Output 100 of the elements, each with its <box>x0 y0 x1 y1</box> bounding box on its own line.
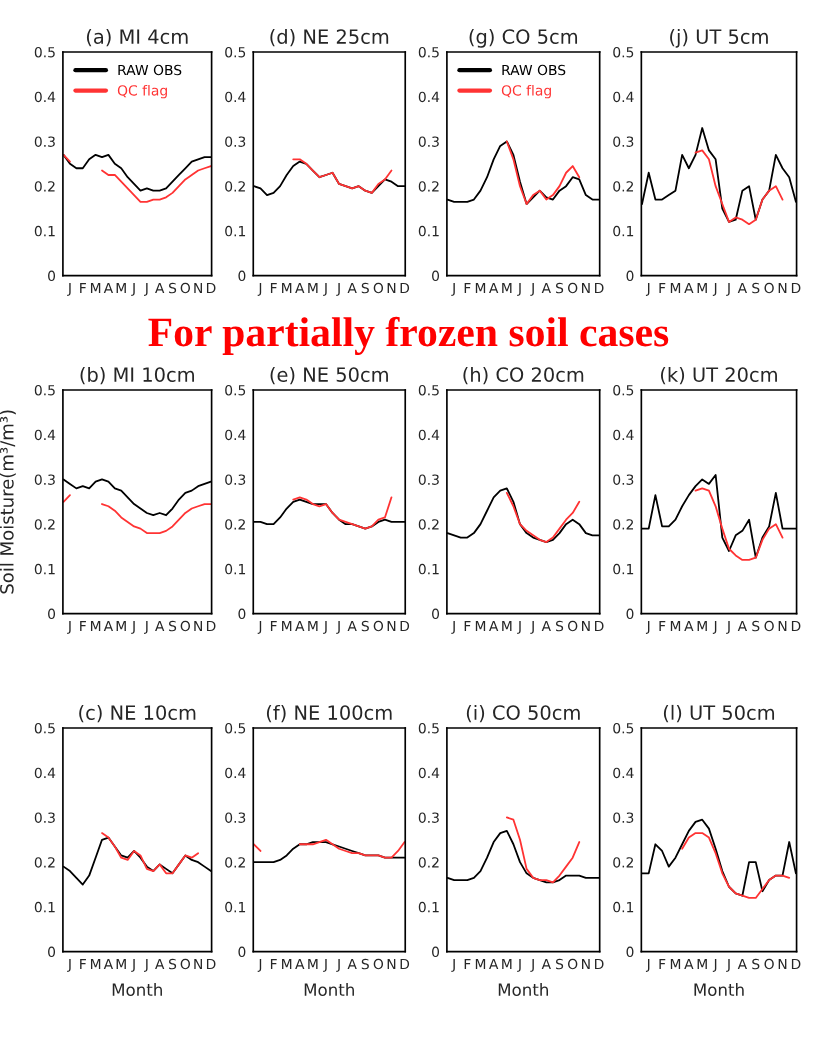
x-tick-label: A <box>489 620 499 632</box>
x-tick-label: J <box>726 282 730 296</box>
x-tick-label: N <box>387 620 396 632</box>
x-axis-title: Month <box>694 983 744 996</box>
y-tick-label: 0.2 <box>613 857 634 868</box>
y-tick-label: 0.2 <box>225 519 245 530</box>
x-tick-label: F <box>80 958 86 970</box>
x-tick-label: A <box>155 958 165 970</box>
x-tick-label: N <box>194 620 202 632</box>
x-tick-label: M <box>475 958 486 970</box>
x-tick-label: M <box>502 620 512 632</box>
y-tick-label: 0.4 <box>34 91 56 103</box>
y-tick-label: 0.1 <box>225 225 246 237</box>
x-tick-label: M <box>475 282 486 294</box>
chart-title: (f) NE 100cm <box>266 704 392 723</box>
x-tick-label: J <box>336 620 340 634</box>
y-tick-label: 0.2 <box>418 857 439 868</box>
x-tick-label: S <box>361 620 369 632</box>
x-tick-label: M <box>90 620 101 632</box>
x-tick-label: J <box>726 620 730 634</box>
chart-title: (e) NE 50cm <box>270 366 388 385</box>
y-tick-label: 0.5 <box>225 722 246 734</box>
x-tick-label: A <box>737 282 748 294</box>
x-tick-label: J <box>257 958 262 972</box>
x-tick-label: M <box>282 958 292 970</box>
y-tick-label: 0 <box>48 270 56 282</box>
x-tick-label: F <box>464 282 471 294</box>
x-tick-label: S <box>169 620 177 632</box>
line-series <box>101 832 200 875</box>
x-tick-label: M <box>282 282 292 294</box>
x-tick-label: D <box>400 958 410 970</box>
x-tick-label: A <box>737 620 748 632</box>
x-tick-label: J <box>451 620 455 634</box>
y-tick-label: 0.3 <box>34 136 55 147</box>
x-tick-label: M <box>90 282 101 294</box>
chart-title: (g) CO 5cm <box>469 28 578 48</box>
x-tick-label: N <box>194 958 202 970</box>
y-tick-label: 0.1 <box>418 225 439 237</box>
y-tick-label: 0.5 <box>34 384 55 396</box>
x-tick-label: O <box>373 620 384 632</box>
text: For partially frozen soil cases <box>148 316 669 356</box>
x-tick-label: M <box>697 958 707 970</box>
x-tick-label: D <box>791 620 801 632</box>
x-tick-label: S <box>556 620 564 632</box>
y-tick-label: 0.1 <box>418 901 439 913</box>
y-tick-label: 0.3 <box>418 474 439 485</box>
x-tick-label: M <box>308 958 318 970</box>
x-tick-label: J <box>712 282 717 296</box>
y-tick-label: 0 <box>432 608 440 620</box>
x-tick-label: J <box>323 282 327 296</box>
y-tick-label: 0.4 <box>34 767 56 779</box>
x-tick-label: A <box>489 958 499 970</box>
y-tick-label: 0.2 <box>613 519 634 530</box>
x-tick-label: J <box>144 620 148 634</box>
x-tick-label: M <box>475 620 486 632</box>
x-tick-label: A <box>541 282 551 294</box>
x-tick-label: S <box>752 620 760 632</box>
x-tick-label: F <box>80 620 86 632</box>
x-tick-label: J <box>645 958 650 972</box>
x-tick-label: M <box>502 958 512 970</box>
x-tick-label: D <box>595 282 604 294</box>
x-tick-label: F <box>464 958 471 970</box>
x-tick-label: N <box>387 958 396 970</box>
y-tick-label: 0.1 <box>418 563 439 575</box>
y-tick-label: 0.1 <box>34 225 55 237</box>
y-tick-label: 0.3 <box>418 136 439 147</box>
y-tick-label: 0.1 <box>225 901 246 913</box>
y-tick-label: 0.2 <box>34 857 55 868</box>
x-tick-label: D <box>595 620 604 632</box>
x-tick-label: A <box>347 282 357 294</box>
x-tick-label: F <box>659 282 666 294</box>
x-tick-label: D <box>791 282 801 294</box>
x-tick-label: F <box>80 282 86 294</box>
x-tick-label: S <box>361 958 369 970</box>
y-tick-label: 0 <box>238 608 246 620</box>
x-tick-label: J <box>530 620 534 634</box>
x-tick-label: J <box>67 282 71 296</box>
x-tick-label: J <box>645 282 650 296</box>
x-tick-label: A <box>737 958 748 970</box>
y-tick-label: 0.3 <box>34 812 55 823</box>
chart-title: (a) MI 4cm <box>86 28 188 47</box>
x-tick-label: J <box>712 620 717 634</box>
x-tick-label: N <box>582 620 590 632</box>
y-tick-label: 0.1 <box>613 225 634 237</box>
y-tick-label: 0.5 <box>418 722 439 734</box>
y-tick-label: 0.4 <box>418 91 440 103</box>
y-tick-label: 0.3 <box>613 474 634 485</box>
x-tick-label: S <box>169 282 177 294</box>
x-tick-label: J <box>131 958 135 972</box>
y-tick-label: 0.4 <box>225 91 246 103</box>
x-axis-title: Month <box>498 983 548 996</box>
y-tick-label: 0.3 <box>225 474 246 485</box>
legend-label: RAW OBS <box>502 64 566 76</box>
y-tick-label: 0.5 <box>225 46 246 58</box>
x-tick-label: A <box>295 620 305 632</box>
x-tick-label: F <box>659 958 666 970</box>
x-tick-label: M <box>116 958 126 970</box>
chart-title: (h) CO 20cm <box>463 366 584 385</box>
x-tick-label: J <box>257 620 262 634</box>
y-tick-label: 0.4 <box>225 429 246 441</box>
